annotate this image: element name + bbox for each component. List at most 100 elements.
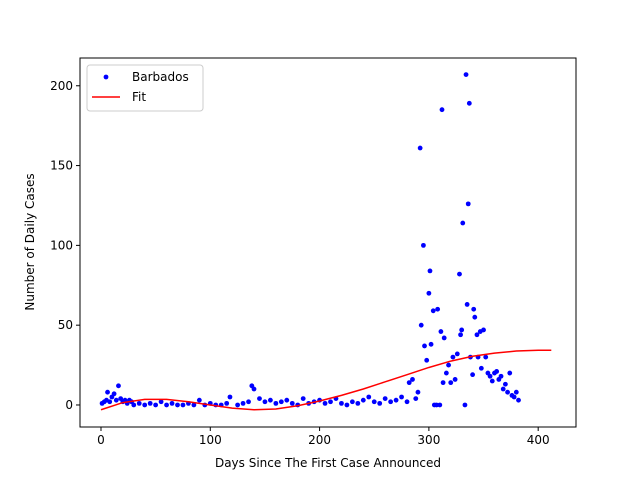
plot-area xyxy=(99,72,552,411)
point xyxy=(267,397,273,403)
point xyxy=(422,343,427,349)
point xyxy=(438,329,444,334)
point xyxy=(439,107,445,113)
point xyxy=(246,399,251,405)
point xyxy=(502,381,508,387)
point xyxy=(509,392,515,398)
y-tick-label: 100 xyxy=(50,238,73,252)
point xyxy=(437,402,443,408)
point xyxy=(483,354,489,360)
point xyxy=(505,389,510,395)
point xyxy=(418,322,424,328)
x-tick-label: 200 xyxy=(308,433,331,447)
point xyxy=(142,402,148,408)
point xyxy=(196,397,202,403)
point xyxy=(191,402,197,408)
point xyxy=(116,383,121,389)
point xyxy=(399,394,404,400)
point xyxy=(322,400,328,406)
point xyxy=(454,351,460,357)
point xyxy=(463,72,469,77)
point xyxy=(235,402,241,408)
point xyxy=(278,399,284,405)
point xyxy=(513,389,519,395)
point xyxy=(427,268,433,274)
x-tick-label: 100 xyxy=(199,433,222,447)
point xyxy=(478,365,484,371)
legend-box xyxy=(86,64,204,112)
point xyxy=(516,397,521,403)
fit-line xyxy=(100,349,552,411)
point xyxy=(105,389,110,395)
point xyxy=(153,402,159,408)
point xyxy=(371,399,377,405)
point xyxy=(500,386,506,392)
point xyxy=(164,402,169,408)
point xyxy=(441,335,447,341)
point xyxy=(435,306,441,312)
point xyxy=(417,145,423,151)
point xyxy=(147,400,153,406)
plot-frame xyxy=(79,57,577,428)
x-tick-label: 300 xyxy=(417,433,440,447)
point xyxy=(118,396,124,401)
point xyxy=(382,396,388,401)
point xyxy=(443,370,449,376)
point xyxy=(393,397,399,403)
y-tick-label: 50 xyxy=(58,318,73,332)
y-tick-label: 200 xyxy=(50,79,73,93)
point xyxy=(240,400,246,406)
point xyxy=(339,400,344,406)
point xyxy=(366,394,372,400)
point xyxy=(410,377,415,382)
point xyxy=(474,332,480,338)
point xyxy=(360,397,366,403)
y-axis-label: Number of Daily Cases xyxy=(23,173,37,310)
point xyxy=(440,380,446,386)
point xyxy=(388,399,394,405)
point xyxy=(496,377,502,382)
point xyxy=(477,329,483,334)
x-axis-label: Days Since The First Case Announced xyxy=(215,456,441,470)
point xyxy=(328,399,333,405)
point xyxy=(424,357,430,363)
point xyxy=(349,399,355,405)
point xyxy=(507,370,513,376)
point xyxy=(426,290,432,296)
point xyxy=(415,389,421,395)
legend-marker xyxy=(103,74,109,80)
point xyxy=(492,370,497,376)
point xyxy=(459,327,465,333)
point xyxy=(462,402,468,408)
point xyxy=(448,380,454,386)
point xyxy=(406,380,412,386)
point xyxy=(257,396,262,401)
point xyxy=(136,400,142,406)
point xyxy=(452,377,458,382)
point xyxy=(355,400,361,406)
point xyxy=(175,402,180,408)
point xyxy=(466,100,472,106)
y-tick-label: 150 xyxy=(50,159,73,173)
point xyxy=(472,314,478,320)
point xyxy=(273,400,279,406)
point xyxy=(289,400,295,406)
point xyxy=(470,372,476,378)
point xyxy=(284,397,290,403)
point xyxy=(180,402,186,408)
point xyxy=(489,378,495,384)
point xyxy=(431,402,437,408)
x-tick-label: 0 xyxy=(97,433,105,447)
point xyxy=(464,302,470,307)
point xyxy=(262,399,268,405)
point xyxy=(109,394,115,400)
x-tick-label: 400 xyxy=(527,433,550,447)
point xyxy=(465,201,471,207)
point xyxy=(457,271,462,277)
point xyxy=(99,400,105,406)
point xyxy=(113,397,119,403)
legend-label: Barbados xyxy=(132,70,189,84)
point xyxy=(428,341,434,347)
point xyxy=(471,306,477,312)
